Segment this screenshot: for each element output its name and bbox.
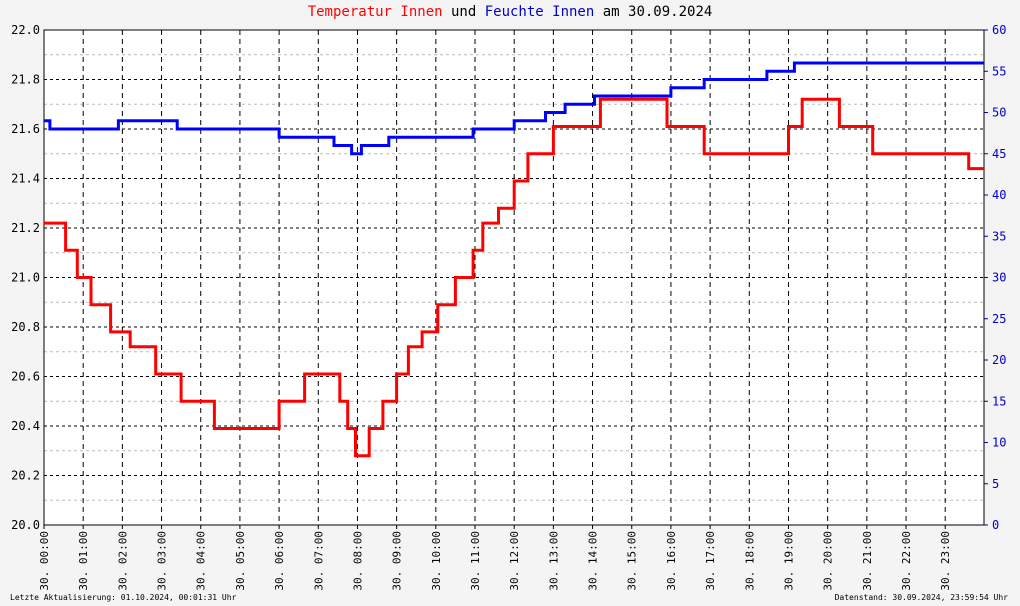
y-right-tick-label: 40	[992, 188, 1006, 202]
title-conjunction: und	[450, 4, 477, 20]
x-tick-label: 30. 17:00	[704, 531, 717, 591]
y-left-tick-label: 21.0	[11, 271, 40, 285]
x-tick-label: 30. 16:00	[665, 531, 678, 591]
x-tick-label: 30. 01:00	[77, 531, 90, 591]
x-tick-label: 30. 14:00	[587, 531, 600, 591]
y-right-tick-label: 0	[992, 518, 999, 532]
title-date: am 30.09.2024	[602, 4, 713, 20]
x-tick-label: 30. 06:00	[273, 531, 286, 591]
x-tick-label: 30. 09:00	[391, 531, 404, 591]
x-tick-label: 30. 03:00	[156, 531, 169, 591]
y-left-tick-label: 21.6	[11, 122, 40, 136]
y-right-tick-label: 15	[992, 394, 1006, 408]
x-tick-label: 30. 07:00	[312, 531, 325, 591]
series-humidity-line	[44, 61, 984, 156]
y-right-tick-label: 10	[992, 436, 1006, 450]
x-tick-label: 30. 15:00	[626, 531, 639, 591]
x-tick-label: 30. 04:00	[195, 531, 208, 591]
x-tick-label: 30. 12:00	[508, 531, 521, 591]
y-left-tick-label: 22.0	[11, 23, 40, 37]
x-tick-label: 30. 23:00	[939, 531, 952, 591]
x-tick-label: 30. 22:00	[900, 531, 913, 591]
x-tick-label: 30. 21:00	[861, 531, 874, 591]
y-left-tick-label: 20.4	[11, 419, 40, 433]
x-tick-label: 30. 20:00	[822, 531, 835, 591]
y-left-tick-label: 21.2	[11, 221, 40, 235]
x-tick-label: 30. 11:00	[469, 531, 482, 591]
y-right-tick-label: 55	[992, 64, 1006, 78]
y-left-tick-label: 21.8	[11, 73, 40, 87]
title-humidity: Feuchte Innen	[484, 4, 595, 20]
y-right-tick-label: 25	[992, 312, 1006, 326]
y-right-tick-label: 5	[992, 477, 999, 491]
y-left-tick-label: 20.8	[11, 320, 40, 334]
series-temperature-line	[44, 97, 984, 458]
x-tick-label: 30. 00:00	[38, 531, 51, 591]
y-left-tick-label: 21.4	[11, 172, 40, 186]
y-right-tick-label: 60	[992, 23, 1006, 37]
y-left-tick-label: 20.0	[11, 518, 40, 532]
x-tick-label: 30. 13:00	[547, 531, 560, 591]
title-temperature: Temperatur Innen	[307, 4, 443, 20]
y-left-tick-label: 20.6	[11, 370, 40, 384]
x-tick-label: 30. 08:00	[351, 531, 364, 591]
x-tick-label: 30. 10:00	[430, 531, 443, 591]
y-right-tick-label: 35	[992, 229, 1006, 243]
y-right-tick-label: 50	[992, 106, 1006, 120]
y-right-tick-label: 45	[992, 147, 1006, 161]
y-right-tick-label: 20	[992, 353, 1006, 367]
x-tick-label: 30. 02:00	[116, 531, 129, 591]
y-right-tick-label: 30	[992, 271, 1006, 285]
plot-frame	[43, 29, 985, 526]
y-left-tick-label: 20.2	[11, 469, 40, 483]
chart-title: Temperatur Innen und Feuchte Innen am 30…	[0, 4, 1020, 20]
footer-last-update: Letzte Aktualisierung: 01.10.2024, 00:01…	[10, 593, 237, 602]
x-tick-label: 30. 05:00	[234, 531, 247, 591]
x-tick-label: 30. 19:00	[782, 531, 795, 591]
x-tick-label: 30. 18:00	[743, 531, 756, 591]
footer-data-status: Datenstand: 30.09.2024, 23:59:54 Uhr	[834, 593, 1008, 602]
